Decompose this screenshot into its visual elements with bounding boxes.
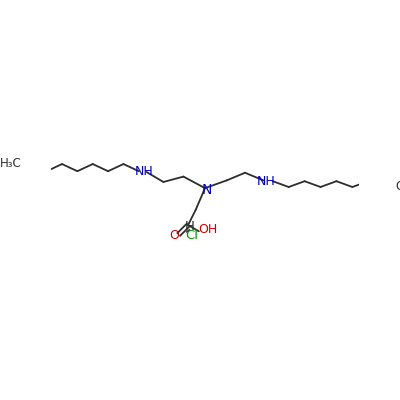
Text: NH: NH — [135, 165, 154, 178]
Text: Cl: Cl — [185, 229, 198, 242]
Text: OH: OH — [198, 223, 218, 236]
Text: O: O — [169, 229, 179, 242]
Text: H: H — [185, 220, 194, 233]
Text: H₃C: H₃C — [0, 157, 22, 170]
Text: CH₃: CH₃ — [395, 180, 400, 193]
Text: NH: NH — [257, 175, 276, 188]
Text: N: N — [202, 183, 212, 197]
